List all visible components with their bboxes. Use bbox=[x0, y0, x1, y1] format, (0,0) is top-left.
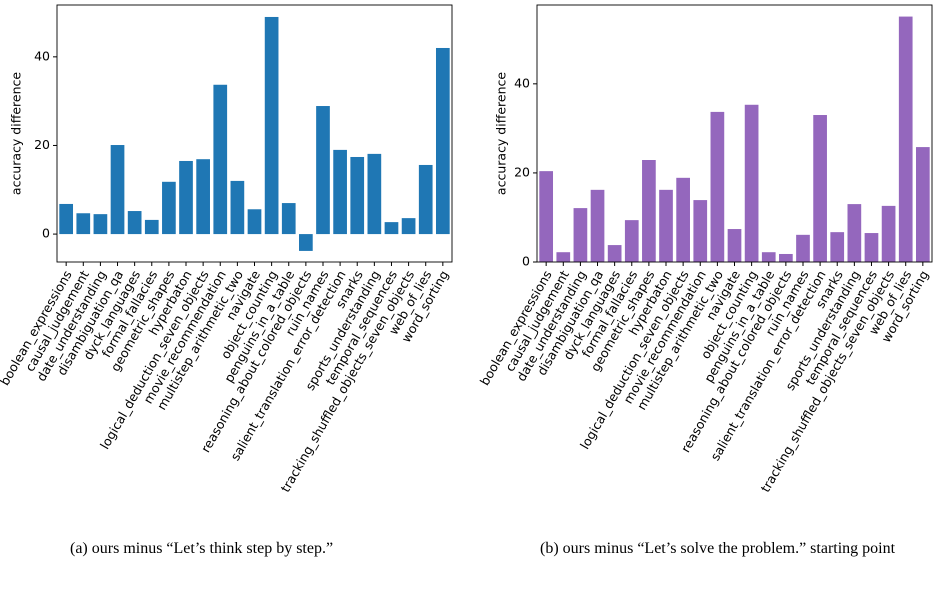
bar bbox=[590, 189, 605, 262]
bar bbox=[744, 104, 759, 262]
y-tick-label: 20 bbox=[514, 164, 530, 179]
bar bbox=[573, 208, 588, 262]
bar bbox=[761, 252, 776, 262]
bar bbox=[556, 252, 571, 262]
bar bbox=[881, 205, 896, 262]
bar bbox=[624, 220, 639, 262]
bar bbox=[659, 189, 673, 262]
subplot: boolean_expressionscausal_judgementdate_… bbox=[477, 4, 933, 495]
bar bbox=[847, 204, 862, 262]
bar bbox=[93, 214, 108, 235]
y-axis-label: accuracy difference bbox=[494, 72, 509, 195]
bar bbox=[539, 171, 554, 262]
y-axis-label: accuracy difference bbox=[9, 72, 24, 195]
subplot: boolean_expressionscausal_judgementdate_… bbox=[0, 4, 453, 495]
y-tick-label: 0 bbox=[522, 254, 530, 269]
bar bbox=[642, 160, 656, 262]
bar bbox=[350, 156, 365, 235]
bar bbox=[247, 209, 262, 235]
bar bbox=[196, 159, 210, 235]
y-tick-label: 40 bbox=[34, 48, 50, 63]
caption: (b) ours minus “Let’s solve the problem.… bbox=[540, 540, 896, 557]
bar bbox=[144, 219, 159, 235]
bar bbox=[435, 47, 450, 235]
bar bbox=[213, 84, 228, 235]
bar bbox=[230, 180, 245, 235]
bar bbox=[676, 177, 690, 262]
bar bbox=[898, 16, 913, 262]
bar bbox=[727, 229, 742, 262]
y-tick-label: 40 bbox=[514, 75, 530, 90]
bar bbox=[384, 222, 399, 235]
bar bbox=[779, 253, 793, 262]
bar bbox=[281, 203, 296, 235]
bar bbox=[864, 233, 879, 262]
y-tick-label: 20 bbox=[34, 137, 50, 152]
axes-frame bbox=[56, 4, 453, 263]
axes-frame bbox=[536, 4, 933, 263]
bar bbox=[316, 106, 330, 235]
bar bbox=[367, 153, 382, 235]
bar bbox=[162, 181, 176, 235]
bar bbox=[710, 111, 725, 263]
bar bbox=[418, 164, 433, 235]
bar bbox=[59, 203, 74, 235]
bar bbox=[607, 245, 622, 262]
bar bbox=[693, 200, 708, 262]
bar bbox=[110, 145, 125, 235]
bar bbox=[299, 234, 313, 251]
bar bbox=[179, 160, 193, 235]
bar bbox=[796, 234, 810, 262]
bar bbox=[915, 147, 930, 262]
bar bbox=[401, 218, 416, 235]
bar bbox=[830, 232, 845, 262]
bar bbox=[76, 213, 91, 235]
bar bbox=[127, 211, 142, 235]
bar bbox=[264, 16, 279, 235]
bar bbox=[333, 149, 347, 235]
y-tick-label: 0 bbox=[42, 226, 50, 241]
caption: (a) ours minus “Let’s think step by step… bbox=[70, 540, 334, 557]
bar bbox=[813, 115, 827, 262]
